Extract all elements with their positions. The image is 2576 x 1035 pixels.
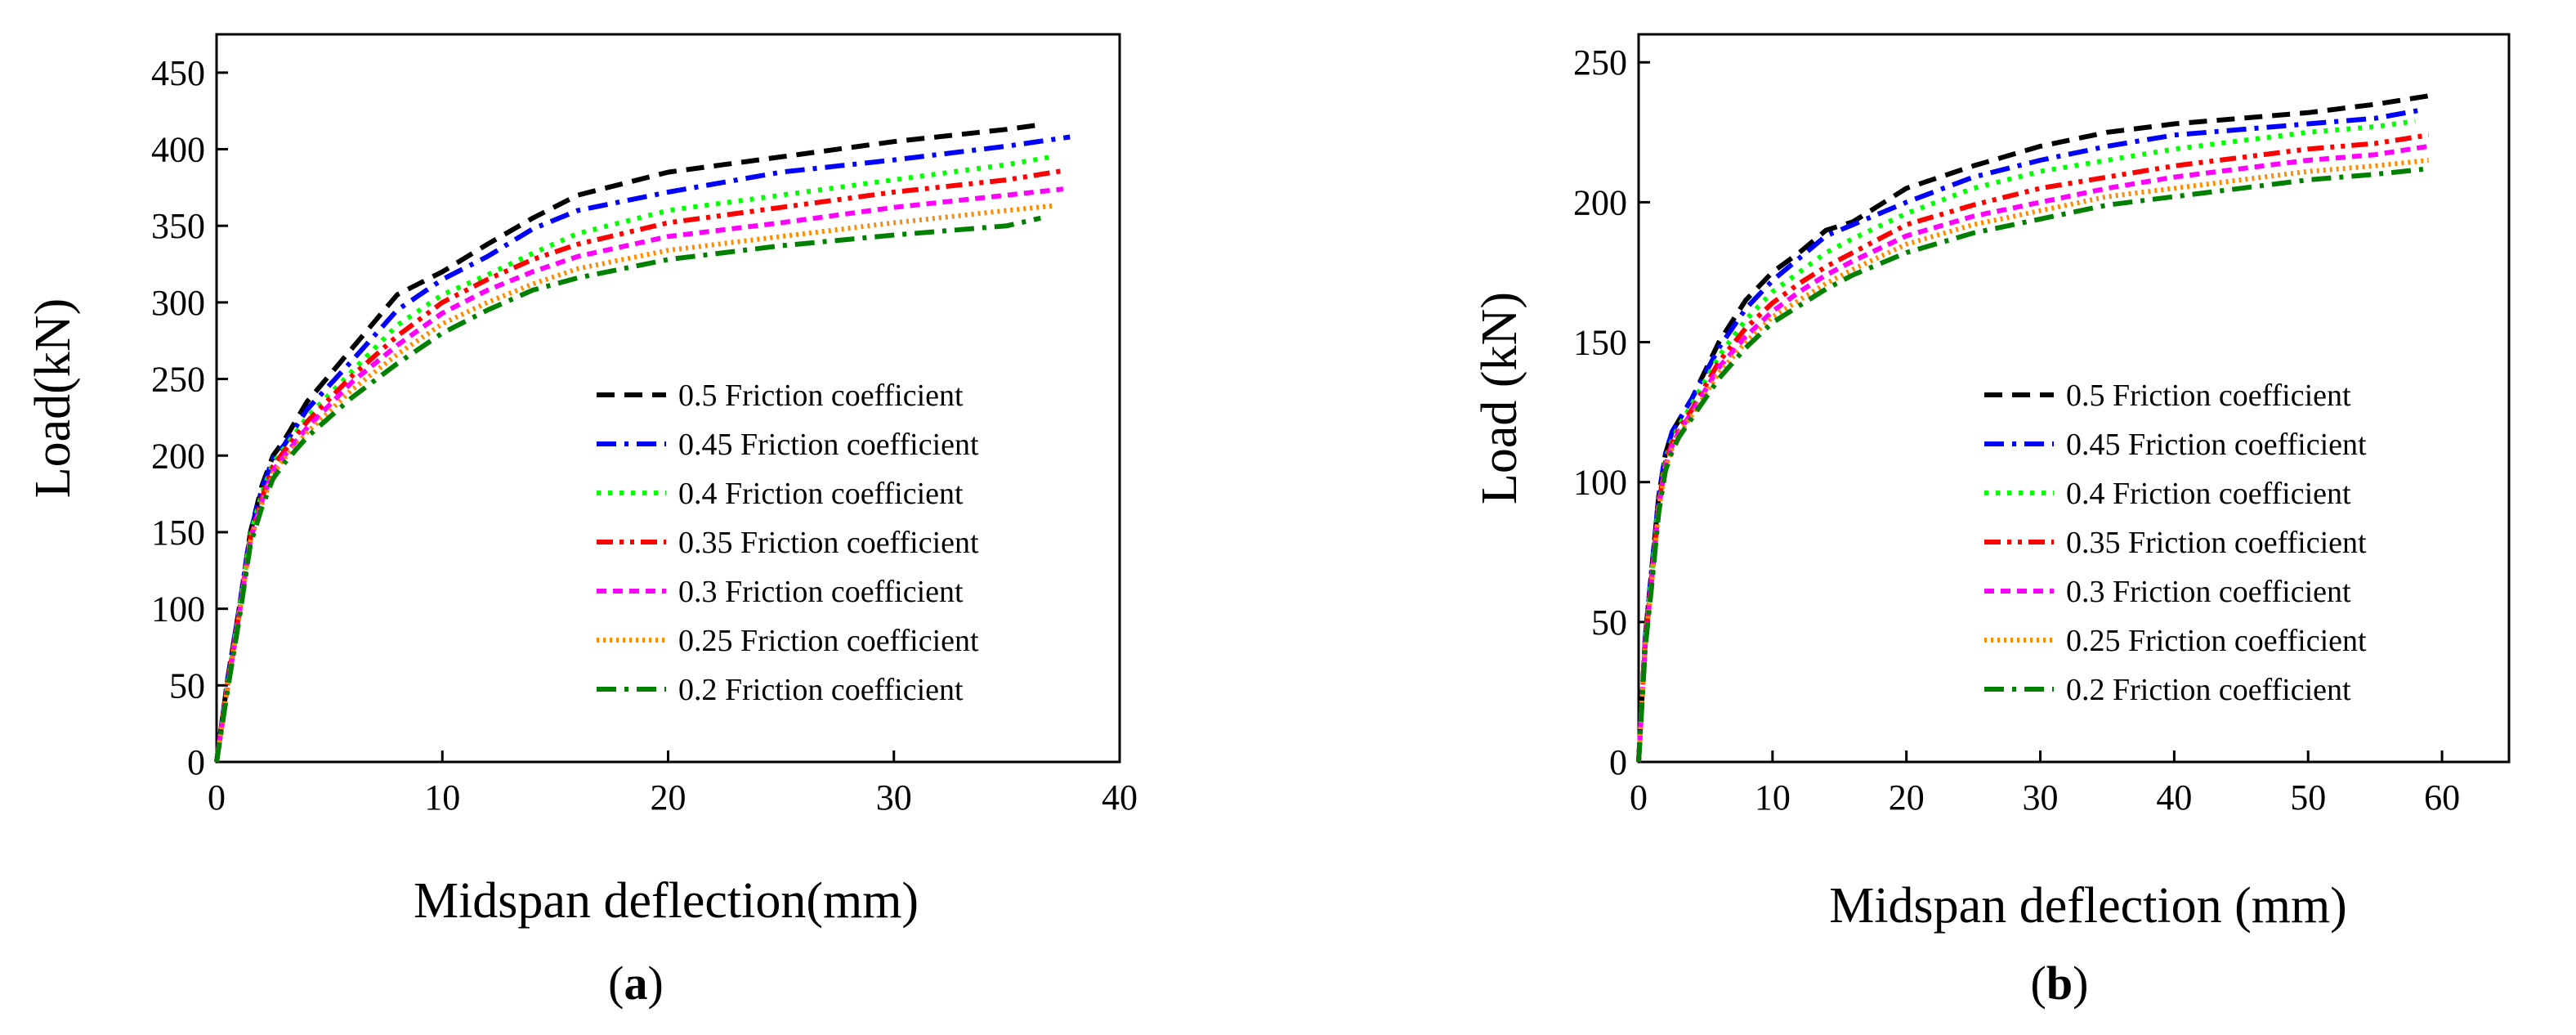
- legend-label: 0.2 Friction coefficient: [678, 673, 964, 707]
- y-tick-label: 150: [1573, 323, 1627, 363]
- panel-label-a: (a): [608, 957, 664, 1010]
- series-group-a: [214, 122, 1071, 763]
- y-tick-label: 50: [1591, 603, 1627, 643]
- plot-frame-b: [1637, 33, 2511, 764]
- x-tick-label: 40: [2156, 777, 2192, 818]
- panel-label-b: (b): [2031, 957, 2089, 1010]
- legend-label: 0.5 Friction coefficient: [678, 379, 964, 413]
- y-tick-label: 350: [151, 206, 205, 246]
- panel-letter-b: b: [2046, 957, 2073, 1010]
- y-tick-label: 250: [151, 360, 205, 400]
- legend-label: 0.4 Friction coefficient: [678, 477, 964, 511]
- legend-label: 0.2 Friction coefficient: [2066, 673, 2351, 707]
- x-axis-title-a: Midspan deflection(mm): [414, 873, 919, 929]
- y-tick-label: 150: [151, 513, 205, 553]
- legend-a: 0.5 Friction coefficient 0.45 Friction co…: [597, 379, 979, 707]
- x-axis-title-b: Midspan deflection (mm): [1829, 878, 2347, 934]
- y-tick-label: 50: [169, 665, 205, 706]
- series-line: [214, 215, 1041, 763]
- y-tick-label: 200: [151, 436, 205, 476]
- x-tick-label: 0: [1630, 777, 1648, 818]
- legend-b: 0.5 Friction coefficient 0.45 Friction co…: [1984, 379, 2367, 707]
- x-tick-label: 30: [876, 777, 912, 818]
- legend-label: 0.25 Friction coefficient: [678, 624, 979, 658]
- y-tick-label: 400: [151, 130, 205, 170]
- series-line: [214, 168, 1064, 763]
- y-axis-title-a: Load(kN): [25, 298, 81, 498]
- y-tick-label: 100: [151, 589, 205, 630]
- x-tick-label: 10: [1755, 777, 1791, 818]
- panel-b: 0 10 20 30 40 50 60 0 50 100 150 200 250 0.5 Frictio…: [1472, 33, 2511, 1010]
- y-tick-label: 300: [151, 283, 205, 323]
- x-tick-label: 0: [208, 777, 226, 818]
- ticks-b: 0 10 20 30 40 50 60 0 50 100 150 200 250: [1573, 43, 2460, 818]
- series-group-b: [1636, 93, 2430, 763]
- legend-label: 0.3 Friction coefficient: [678, 575, 964, 609]
- y-tick-label: 250: [1573, 43, 1627, 83]
- y-tick-label: 450: [151, 53, 205, 93]
- x-tick-label: 20: [651, 777, 686, 818]
- x-tick-label: 30: [2023, 777, 2059, 818]
- x-tick-label: 40: [1102, 777, 1138, 818]
- legend-label: 0.4 Friction coefficient: [2066, 477, 2351, 511]
- panel-letter-a: a: [624, 957, 648, 1010]
- y-tick-label: 200: [1573, 182, 1627, 222]
- legend-label: 0.45 Friction coefficient: [678, 428, 979, 462]
- legend-label: 0.45 Friction coefficient: [2066, 428, 2367, 462]
- series-line: [214, 186, 1064, 763]
- legend-label: 0.35 Friction coefficient: [2066, 526, 2367, 560]
- series-line: [214, 203, 1053, 763]
- x-tick-label: 20: [1889, 777, 1925, 818]
- y-tick-label: 100: [1573, 463, 1627, 503]
- legend-label: 0.25 Friction coefficient: [2066, 624, 2367, 658]
- x-tick-label: 60: [2424, 777, 2460, 818]
- x-tick-label: 50: [2290, 777, 2326, 818]
- series-line: [1636, 166, 2430, 763]
- y-axis-title-b: Load (kN): [1472, 292, 1527, 504]
- legend-label: 0.5 Friction coefficient: [2066, 379, 2351, 413]
- y-tick-label: 0: [1609, 742, 1627, 782]
- x-tick-label: 10: [424, 777, 460, 818]
- y-tick-label: 0: [187, 742, 205, 782]
- legend-label: 0.35 Friction coefficient: [678, 526, 979, 560]
- legend-label: 0.3 Friction coefficient: [2066, 575, 2351, 609]
